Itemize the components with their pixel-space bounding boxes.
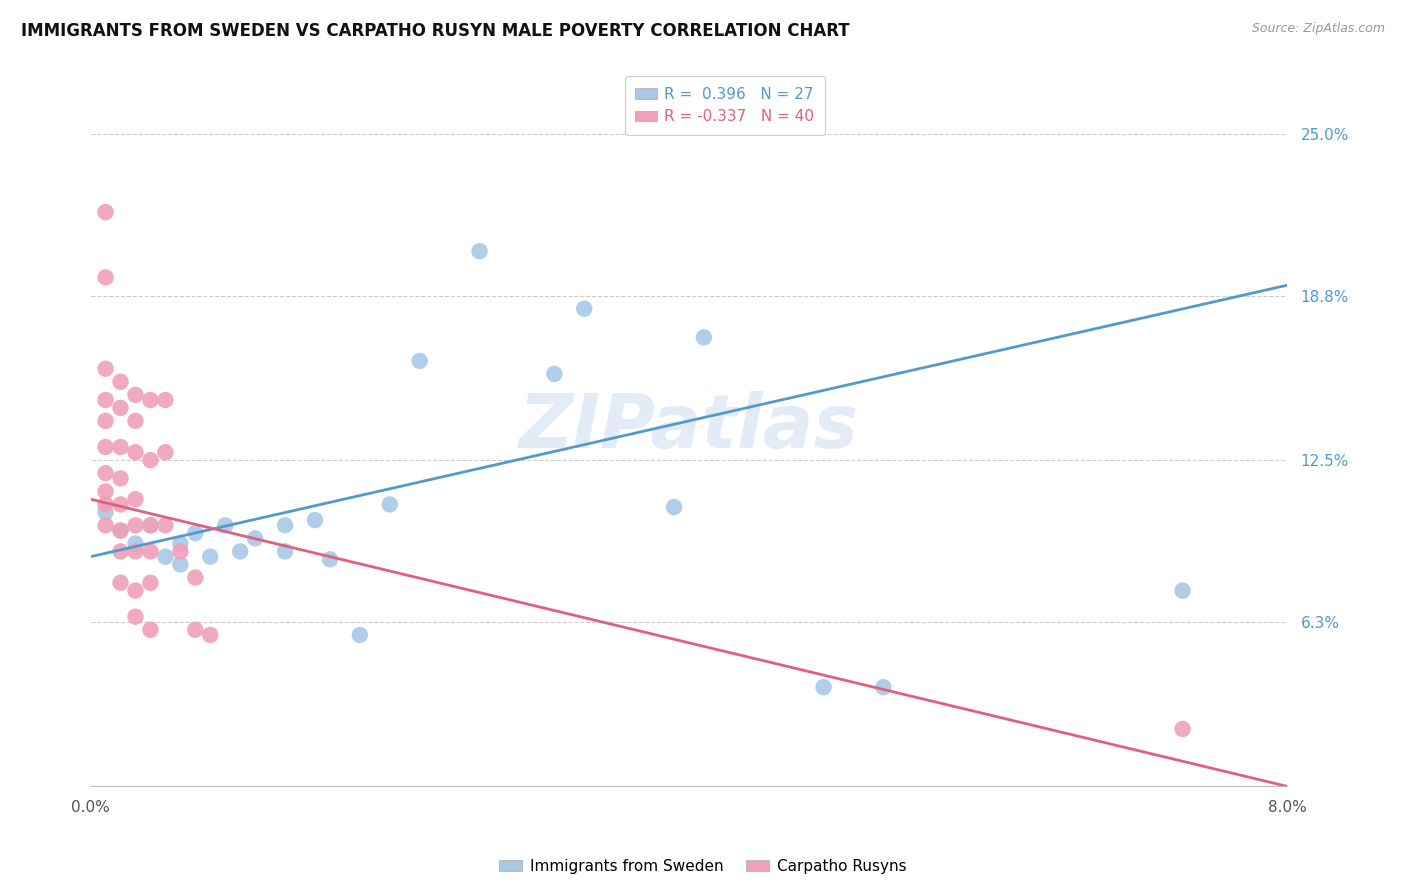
Point <box>319 552 342 566</box>
Point <box>155 392 177 407</box>
Point <box>94 414 117 428</box>
Point <box>124 609 146 624</box>
Point <box>94 270 117 285</box>
Point <box>408 354 430 368</box>
Point <box>184 570 207 584</box>
Point <box>139 518 162 533</box>
Point <box>139 392 162 407</box>
Point <box>139 544 162 558</box>
Point <box>94 484 117 499</box>
Point <box>274 544 297 558</box>
Point <box>574 301 596 316</box>
Point <box>110 440 132 454</box>
Point <box>124 492 146 507</box>
Point <box>110 524 132 538</box>
Point <box>94 466 117 480</box>
Point <box>1171 583 1194 598</box>
Point <box>124 536 146 550</box>
Point <box>693 330 716 344</box>
Point <box>94 392 117 407</box>
Point <box>94 518 117 533</box>
Point <box>468 244 491 259</box>
Point <box>139 518 162 533</box>
Point <box>200 549 222 564</box>
Point <box>543 367 565 381</box>
Point <box>155 549 177 564</box>
Point <box>124 544 146 558</box>
Point <box>110 575 132 590</box>
Point <box>304 513 326 527</box>
Point <box>155 445 177 459</box>
Point <box>349 628 371 642</box>
Point <box>243 532 266 546</box>
Point <box>169 558 191 572</box>
Point <box>813 680 835 694</box>
Point <box>94 498 117 512</box>
Point <box>139 575 162 590</box>
Legend: R =  0.396   N = 27, R = -0.337   N = 40: R = 0.396 N = 27, R = -0.337 N = 40 <box>624 76 825 136</box>
Point <box>124 414 146 428</box>
Point <box>184 526 207 541</box>
Point <box>124 583 146 598</box>
Point <box>94 440 117 454</box>
Point <box>139 623 162 637</box>
Text: ZIPatlas: ZIPatlas <box>519 391 859 464</box>
Text: Source: ZipAtlas.com: Source: ZipAtlas.com <box>1251 22 1385 36</box>
Legend: Immigrants from Sweden, Carpatho Rusyns: Immigrants from Sweden, Carpatho Rusyns <box>494 853 912 880</box>
Point <box>662 500 685 514</box>
Point <box>94 505 117 519</box>
Point <box>139 453 162 467</box>
Point <box>274 518 297 533</box>
Point <box>94 361 117 376</box>
Point <box>184 623 207 637</box>
Point <box>124 445 146 459</box>
Point <box>94 205 117 219</box>
Point <box>110 375 132 389</box>
Point <box>169 544 191 558</box>
Text: IMMIGRANTS FROM SWEDEN VS CARPATHO RUSYN MALE POVERTY CORRELATION CHART: IMMIGRANTS FROM SWEDEN VS CARPATHO RUSYN… <box>21 22 849 40</box>
Point <box>110 544 132 558</box>
Point <box>229 544 252 558</box>
Point <box>378 498 401 512</box>
Point <box>110 498 132 512</box>
Point <box>1171 722 1194 736</box>
Point <box>110 401 132 415</box>
Point <box>155 518 177 533</box>
Point <box>214 518 236 533</box>
Point <box>110 524 132 538</box>
Point <box>124 518 146 533</box>
Point <box>124 388 146 402</box>
Point <box>200 628 222 642</box>
Point <box>110 471 132 485</box>
Point <box>872 680 894 694</box>
Point <box>169 536 191 550</box>
